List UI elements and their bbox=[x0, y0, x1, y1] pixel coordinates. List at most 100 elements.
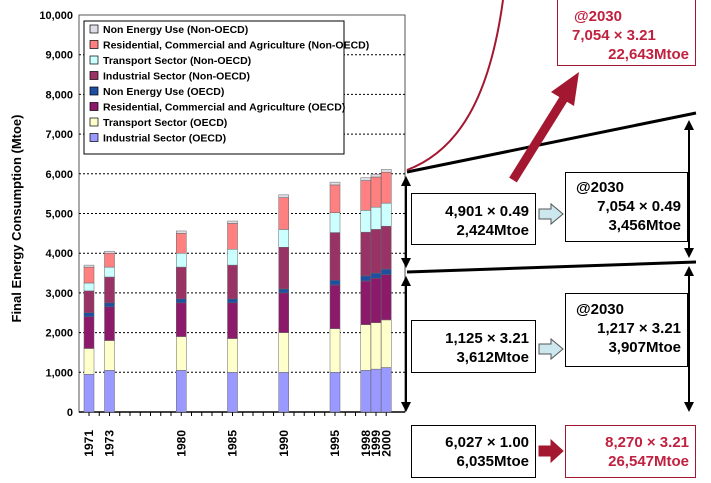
dim-arrow-right-upper-head-bottom bbox=[684, 248, 694, 258]
x-tick-label: 1973 bbox=[103, 430, 117, 457]
top-right-line3: 22,643Mtoe bbox=[608, 46, 689, 63]
legend-swatch bbox=[89, 86, 99, 96]
bar-segment bbox=[278, 372, 289, 413]
bar-segment bbox=[329, 232, 341, 281]
lower-left-box: 1,125 × 3.21 3,612Mtoe bbox=[411, 320, 536, 373]
dim-arrow-left-lower-head-bottom bbox=[401, 402, 411, 412]
bar-segment bbox=[329, 279, 341, 286]
bar-segment bbox=[176, 230, 187, 234]
big-arrow-head bbox=[551, 72, 579, 106]
lower-left-line1: 1,125 × 3.21 bbox=[445, 330, 529, 347]
x-tick-label: 1999 bbox=[369, 430, 383, 457]
bar-segment bbox=[83, 312, 95, 317]
big-arrow-shaft bbox=[509, 92, 570, 183]
legend-label: Residential, Commercial and Agriculture … bbox=[103, 40, 369, 52]
legend-swatch bbox=[89, 117, 99, 127]
dim-arrow-right-lower-head-bottom bbox=[684, 402, 694, 412]
bar-segment bbox=[83, 282, 95, 292]
x-tick-label: 2000 bbox=[379, 430, 393, 457]
bar-segment bbox=[278, 288, 289, 294]
y-tick-label: 9,000 bbox=[45, 50, 73, 62]
x-tick-label: 1980 bbox=[174, 430, 188, 457]
projection-line-mid bbox=[406, 260, 697, 274]
legend-swatch bbox=[89, 102, 99, 111]
dim-arrow-left-upper-head-top bbox=[401, 176, 411, 186]
y-tick-label: 2,000 bbox=[45, 328, 73, 340]
bar-segment bbox=[176, 233, 187, 254]
bar-segment bbox=[381, 225, 392, 270]
bar-segment bbox=[176, 336, 187, 371]
dim-arrow-left-upper-head-bottom bbox=[401, 258, 411, 268]
legend: Non Energy Use (Non-OECD) Residential, Co… bbox=[83, 20, 369, 155]
bar-segment bbox=[360, 180, 371, 211]
upper-left-line1: 4,901 × 0.49 bbox=[445, 203, 529, 220]
bar-segment bbox=[176, 266, 187, 300]
y-tick-label: 4,000 bbox=[45, 248, 73, 260]
legend-swatch bbox=[89, 24, 99, 34]
x-tick-label: 1971 bbox=[82, 430, 96, 457]
bottom-right-line2: 26,547Mtoe bbox=[608, 453, 689, 470]
y-tick-label: 10,000 bbox=[39, 10, 73, 22]
bar-segment bbox=[329, 284, 341, 329]
upper-right-line2: 7,054 × 0.49 bbox=[597, 198, 681, 215]
small-arrow-lower bbox=[538, 337, 564, 361]
bar-segment bbox=[370, 368, 382, 413]
lower-right-line3: 3,907Mtoe bbox=[608, 339, 681, 356]
bar-segment bbox=[227, 302, 238, 339]
bottom-red-arrow bbox=[538, 438, 564, 464]
bar-segment bbox=[381, 171, 392, 204]
bar-segment bbox=[176, 298, 187, 304]
dim-arrow-right-upper-head-top bbox=[684, 120, 694, 130]
bottom-left-line1: 6,027 × 1.00 bbox=[445, 434, 529, 451]
bar-segment bbox=[83, 290, 95, 314]
small-arrow-upper bbox=[538, 202, 564, 226]
bar-segment bbox=[227, 298, 238, 304]
bottom-left-line2: 6,035Mtoe bbox=[456, 453, 529, 470]
bar-segment bbox=[176, 302, 187, 337]
overlay-shapes bbox=[401, 0, 697, 464]
bar-segment bbox=[329, 212, 341, 233]
legend-swatch bbox=[89, 133, 99, 142]
bottom-left-box: 6,027 × 1.00 6,035Mtoe bbox=[411, 425, 536, 478]
bar-segment bbox=[381, 367, 392, 413]
bottom-right-line1: 8,270 × 3.21 bbox=[605, 434, 689, 451]
bar-segment bbox=[83, 348, 95, 375]
x-tick-label: 1985 bbox=[226, 430, 240, 457]
bar-segment bbox=[104, 302, 115, 308]
upper-left-box: 4,901 × 0.49 2,424Mtoe bbox=[411, 193, 536, 245]
lower-right-line1: @2030 bbox=[576, 301, 624, 318]
x-tick-label: 1995 bbox=[328, 430, 342, 457]
bar-segment bbox=[370, 176, 382, 208]
bar-segment bbox=[381, 274, 392, 321]
bar-segment bbox=[370, 272, 382, 279]
bar-segment bbox=[176, 370, 187, 413]
bar-segment bbox=[227, 248, 238, 266]
bar-segment bbox=[329, 181, 341, 186]
bottom-right-box: 8,270 × 3.21 26,547Mtoe bbox=[565, 425, 696, 478]
bar-segment bbox=[381, 268, 392, 275]
bar-segment bbox=[176, 252, 187, 268]
bar-segment bbox=[104, 306, 115, 341]
top-right-line2: 7,054 × 3.21 bbox=[572, 27, 656, 44]
legend-swatch bbox=[89, 71, 99, 80]
bar-segment bbox=[227, 338, 238, 373]
bar-segment bbox=[370, 277, 382, 323]
legend-label: Residential, Commercial and Agriculture … bbox=[103, 102, 345, 114]
bar-segment bbox=[370, 206, 382, 230]
bar-segment bbox=[370, 229, 382, 274]
bar-segment bbox=[278, 194, 289, 198]
bar-segment bbox=[83, 266, 95, 284]
legend-label: Industrial Sector (OECD) bbox=[103, 133, 226, 145]
lower-right-box: @2030 1,217 × 3.21 3,907Mtoe bbox=[565, 293, 688, 367]
y-axis-label: Final Energy Consumption (Mtoe) bbox=[9, 115, 24, 323]
projection-line-top bbox=[406, 111, 697, 174]
bar-segment bbox=[381, 169, 392, 173]
bar-segment bbox=[83, 264, 95, 268]
bar-segment bbox=[381, 319, 392, 368]
y-tick-label: 3,000 bbox=[45, 288, 73, 300]
legend-label: Non Energy Use (Non-OECD) bbox=[103, 24, 248, 36]
bar-segment bbox=[329, 328, 341, 373]
x-tick-label: 1998 bbox=[359, 430, 373, 457]
